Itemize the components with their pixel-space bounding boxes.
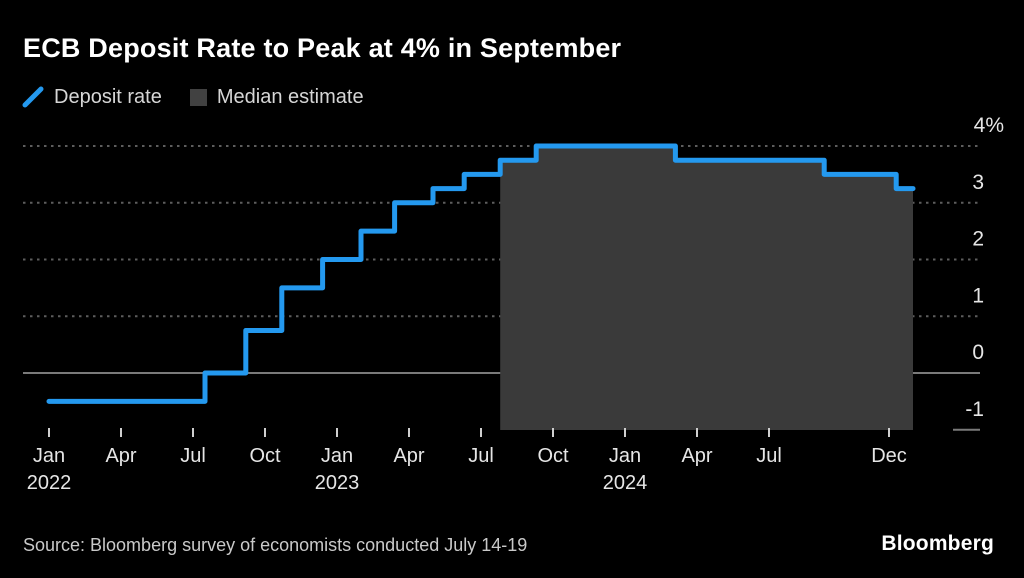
x-axis-month-label: Jan — [321, 445, 353, 467]
source-note: Source: Bloomberg survey of economists c… — [23, 535, 528, 555]
x-axis-month-label: Oct — [537, 445, 569, 467]
y-axis-label: 4% — [974, 114, 1004, 137]
x-axis-month-label: Apr — [105, 445, 136, 467]
legend-item-deposit-rate: Deposit rate — [22, 86, 162, 109]
y-axis-label: 0 — [972, 341, 984, 364]
legend-item-median-estimate: Median estimate — [189, 85, 364, 109]
legend-label-deposit-rate: Deposit rate — [54, 85, 162, 108]
median-estimate-square-swatch-icon — [189, 88, 207, 106]
x-axis-month-label: Jul — [756, 445, 782, 467]
x-axis-month-label: Oct — [249, 445, 281, 467]
x-axis-month-label: Jan — [609, 445, 641, 467]
y-axis-label: 1 — [972, 284, 984, 307]
x-axis-month-label: Apr — [393, 445, 424, 467]
x-axis-month-label: Jul — [468, 445, 494, 467]
y-axis-label: 3 — [972, 171, 984, 194]
bloomberg-logo: Bloomberg — [881, 532, 994, 555]
x-axis-year-label: 2024 — [603, 472, 648, 494]
deposit-rate-line-swatch-icon — [22, 86, 44, 108]
deposit-rate-line — [46, 143, 916, 404]
legend: Deposit rate Median estimate — [22, 85, 364, 109]
median-estimate-band — [500, 146, 913, 430]
x-axis-year-label: 2023 — [315, 472, 360, 494]
x-axis-year-label: 2022 — [27, 472, 72, 494]
x-axis-month-label: Jul — [180, 445, 206, 467]
x-axis-month-label: Apr — [681, 445, 712, 467]
x-axis-month-label: Jan — [33, 445, 65, 467]
legend-label-median-estimate: Median estimate — [216, 85, 364, 108]
x-axis-month-label: Dec — [871, 445, 907, 467]
y-axis-label: 2 — [972, 228, 984, 251]
chart-title: ECB Deposit Rate to Peak at 4% in Septem… — [23, 33, 622, 63]
y-axis-label: -1 — [965, 398, 984, 421]
